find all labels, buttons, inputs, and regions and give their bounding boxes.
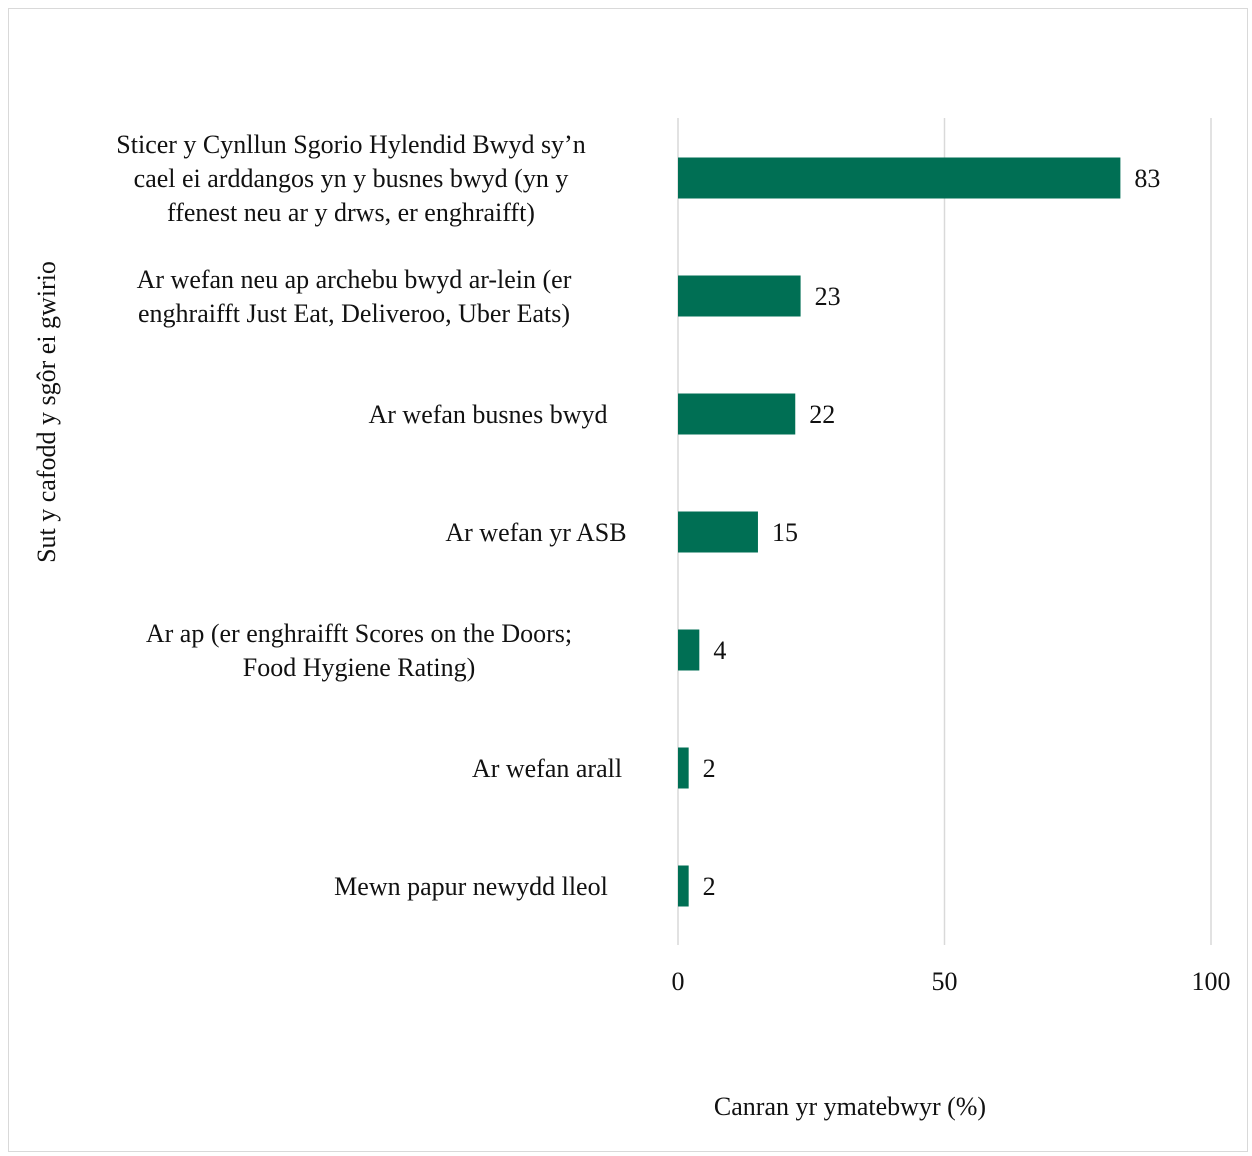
x-axis-title: Canran yr ymatebwyr (%) (714, 1092, 986, 1121)
data-label: 23 (815, 282, 841, 311)
category-label: Ar wefan busnes bwyd (368, 400, 607, 429)
category-label-line: enghraifft Just Eat, Deliveroo, Uber Eat… (138, 299, 570, 328)
category-label: Ar wefan yr ASB (445, 518, 626, 547)
bar (678, 393, 796, 435)
category-label-line: Food Hygiene Rating) (243, 653, 476, 682)
x-tick-label: 0 (672, 967, 685, 996)
data-label: 15 (772, 518, 798, 547)
category-label-line: Ar ap (er enghraifft Scores on the Doors… (146, 619, 572, 648)
data-label: 2 (703, 754, 716, 783)
category-label-line: Ar wefan arall (472, 754, 622, 783)
x-tick-label: 50 (932, 967, 958, 996)
y-axis-title: Sut y cafodd y sgôr ei gwirio (32, 261, 61, 563)
bar (678, 157, 1121, 199)
data-label: 22 (809, 400, 835, 429)
category-label: Sticer y Cynllun Sgorio Hylendid Bwyd sy… (116, 130, 585, 227)
bar (678, 629, 700, 671)
category-label-line: Sticer y Cynllun Sgorio Hylendid Bwyd sy… (116, 130, 585, 159)
category-label: Mewn papur newydd lleol (334, 872, 608, 901)
x-tick-label: 100 (1192, 967, 1231, 996)
category-label-line: Ar wefan busnes bwyd (368, 400, 607, 429)
category-label-line: Mewn papur newydd lleol (334, 872, 608, 901)
data-label: 83 (1134, 164, 1160, 193)
category-labels: Sticer y Cynllun Sgorio Hylendid Bwyd sy… (116, 130, 626, 901)
x-tick-labels: 0 50 100 (672, 967, 1231, 996)
data-label: 2 (703, 872, 716, 901)
category-label: Ar ap (er enghraifft Scores on the Doors… (146, 619, 572, 682)
bars (678, 157, 1121, 907)
bar (678, 747, 689, 789)
category-label-line: Ar wefan neu ap archebu bwyd ar-lein (er (137, 265, 572, 294)
chart-frame (8, 8, 1248, 1152)
bar (678, 865, 689, 907)
category-label-line: Ar wefan yr ASB (445, 518, 626, 547)
category-label: Ar wefan arall (472, 754, 622, 783)
category-label-line: cael ei arddangos yn y busnes bwyd (yn y (134, 164, 569, 193)
data-label: 4 (713, 636, 726, 665)
category-label-line: ffenest neu ar y drws, er enghraifft) (167, 198, 535, 227)
bar (678, 511, 758, 553)
category-label: Ar wefan neu ap archebu bwyd ar-lein (er… (137, 265, 572, 328)
bar (678, 275, 801, 317)
